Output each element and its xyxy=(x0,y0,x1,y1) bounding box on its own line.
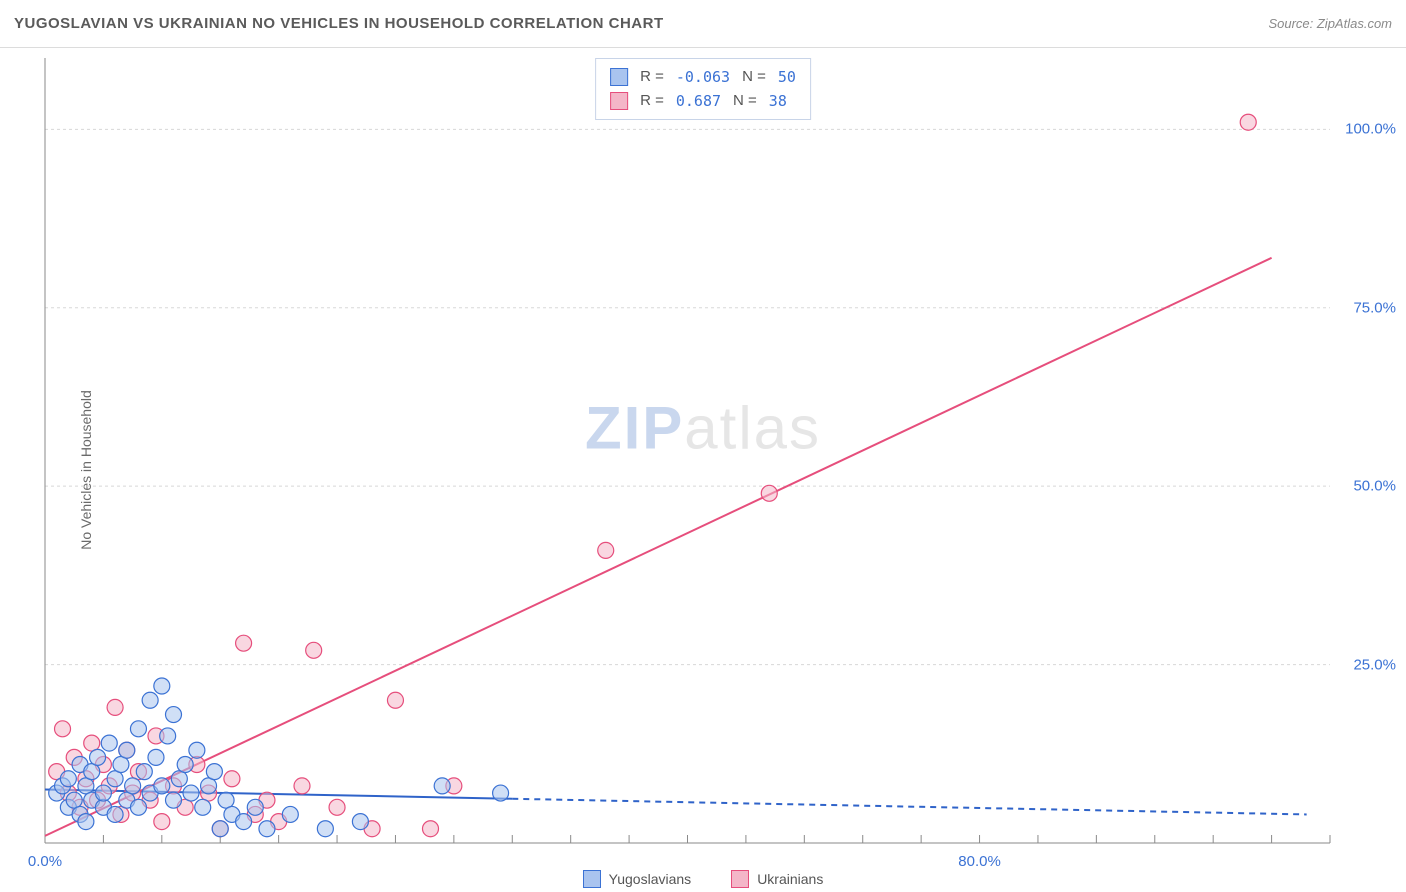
n-label: N = xyxy=(742,65,766,89)
n-label: N = xyxy=(733,89,757,113)
y-tick-label: 50.0% xyxy=(1353,478,1396,495)
n-value: 38 xyxy=(769,89,787,113)
correlation-row: R = -0.063 N = 50 xyxy=(610,65,796,89)
source-credit: Source: ZipAtlas.com xyxy=(1268,16,1392,31)
legend-label: Yugoslavians xyxy=(609,871,692,887)
legend-item-ukrainians: Ukrainians xyxy=(731,870,823,888)
r-value: -0.063 xyxy=(676,65,730,89)
chart-title: YUGOSLAVIAN VS UKRAINIAN NO VEHICLES IN … xyxy=(14,15,664,32)
r-label: R = xyxy=(640,65,664,89)
legend-swatch xyxy=(610,92,628,110)
legend-swatch xyxy=(583,870,601,888)
x-tick-label: 80.0% xyxy=(958,853,1001,870)
legend-label: Ukrainians xyxy=(757,871,823,887)
n-value: 50 xyxy=(778,65,796,89)
legend-item-yugoslavians: Yugoslavians xyxy=(583,870,692,888)
y-tick-label: 100.0% xyxy=(1345,121,1396,138)
correlation-row: R = 0.687 N = 38 xyxy=(610,89,796,113)
y-tick-label: 25.0% xyxy=(1353,656,1396,673)
scatter-chart xyxy=(0,48,1406,892)
r-label: R = xyxy=(640,89,664,113)
correlation-legend: R =-0.063N =50R = 0.687N =38 xyxy=(595,58,811,120)
plot-area: No Vehicles in Household ZIPatlas R =-0.… xyxy=(0,48,1406,892)
legend-swatch xyxy=(731,870,749,888)
r-value: 0.687 xyxy=(676,89,721,113)
header: YUGOSLAVIAN VS UKRAINIAN NO VEHICLES IN … xyxy=(0,0,1406,48)
x-tick-label: 0.0% xyxy=(28,853,62,870)
series-legend: Yugoslavians Ukrainians xyxy=(0,870,1406,888)
y-tick-label: 75.0% xyxy=(1353,299,1396,316)
legend-swatch xyxy=(610,68,628,86)
